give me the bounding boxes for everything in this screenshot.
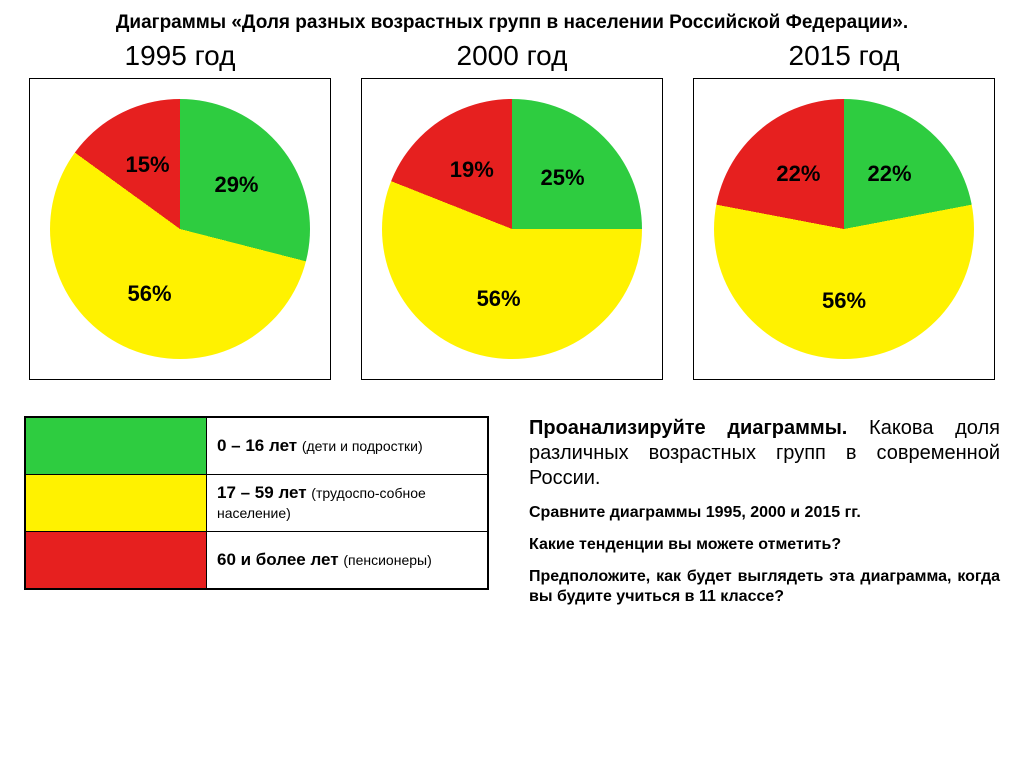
chart-subtitle: 2015 год — [789, 40, 900, 72]
analysis-p1: Проанализируйте диаграммы. Какова доля р… — [529, 416, 1000, 491]
pie-chart: 25% 56% 19% — [382, 99, 642, 359]
legend-label: 17 – 59 лет (трудоспо-собное население) — [207, 475, 489, 532]
chart-panel: 29% 56% 15% — [29, 78, 331, 380]
pie-slice-label: 56% — [822, 288, 866, 314]
analysis-p3: Какие тенденции вы можете отметить? — [529, 535, 1000, 555]
pie-chart: 22% 56% 22% — [714, 99, 974, 359]
pie-slice-label: 56% — [477, 286, 521, 312]
legend-row: 0 – 16 лет (дети и подростки) — [25, 417, 488, 475]
pie-slice-label: 22% — [868, 161, 912, 187]
legend-text: 17 – 59 лет — [217, 483, 311, 502]
analysis-p4: Предположите, как будет выглядеть эта ди… — [529, 567, 1000, 607]
chart-subtitle: 2000 год — [457, 40, 568, 72]
legend-text-small: (дети и подростки) — [302, 438, 423, 454]
chart-panel: 22% 56% 22% — [693, 78, 995, 380]
legend-table: 0 – 16 лет (дети и подростки) 17 – 59 ле… — [24, 416, 489, 590]
charts-row: 1995 год 29% 56% 15% 2000 год 25% 56% 19% 20… — [24, 40, 1000, 380]
legend-label: 60 и более лет (пенсионеры) — [207, 532, 489, 590]
analysis-lead-bold: Проанализируйте диаграммы. — [529, 417, 847, 439]
legend-swatch-green — [25, 417, 207, 475]
pie-chart: 29% 56% 15% — [50, 99, 310, 359]
legend-swatch-red — [25, 532, 207, 590]
page-title: Диаграммы «Доля разных возрастных групп … — [24, 12, 1000, 34]
legend-text-small: (пенсионеры) — [343, 552, 431, 568]
bottom-row: 0 – 16 лет (дети и подростки) 17 – 59 ле… — [24, 416, 1000, 619]
legend-row: 17 – 59 лет (трудоспо-собное население) — [25, 475, 488, 532]
chart-subtitle: 1995 год — [125, 40, 236, 72]
pie-slice-label: 19% — [450, 157, 494, 183]
chart-panel: 25% 56% 19% — [361, 78, 663, 380]
pie-slice-label: 29% — [214, 172, 258, 198]
analysis-text: Проанализируйте диаграммы. Какова доля р… — [529, 416, 1000, 619]
legend-swatch-yellow — [25, 475, 207, 532]
legend-label: 0 – 16 лет (дети и подростки) — [207, 417, 489, 475]
legend-text: 60 и более лет — [217, 550, 343, 569]
analysis-p2: Сравните диаграммы 1995, 2000 и 2015 гг. — [529, 503, 1000, 523]
chart-2000: 2000 год 25% 56% 19% — [356, 40, 668, 380]
legend-row: 60 и более лет (пенсионеры) — [25, 532, 488, 590]
legend-text: 0 – 16 лет — [217, 436, 302, 455]
pie-slice-label: 22% — [776, 161, 820, 187]
pie-slice-label: 25% — [541, 165, 585, 191]
pie-slice-label: 15% — [126, 152, 170, 178]
chart-2015: 2015 год 22% 56% 22% — [688, 40, 1000, 380]
chart-1995: 1995 год 29% 56% 15% — [24, 40, 336, 380]
pie-slice-label: 56% — [128, 281, 172, 307]
